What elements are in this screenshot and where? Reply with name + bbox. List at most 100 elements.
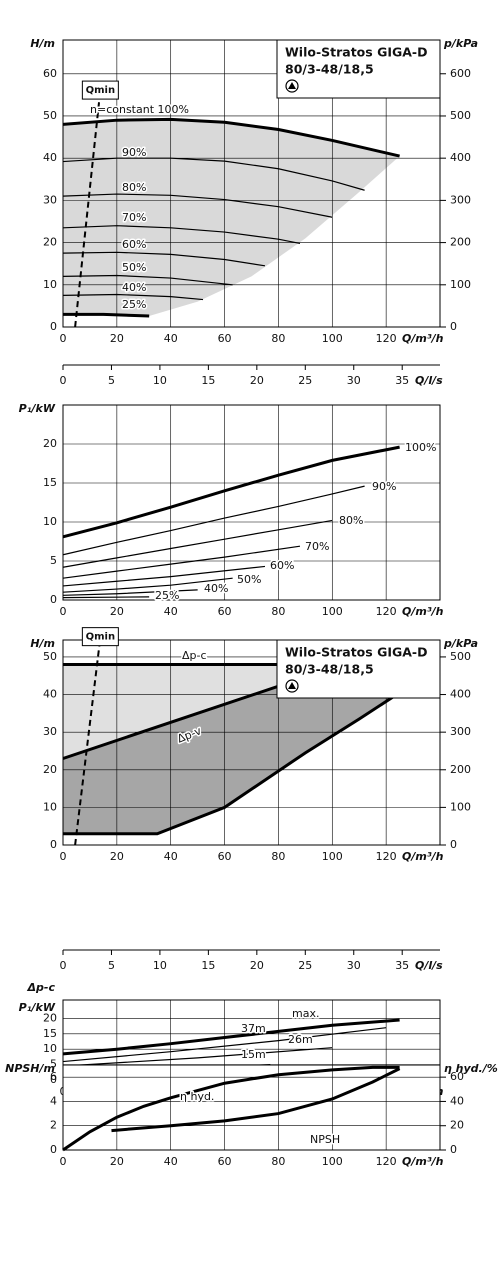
series-label: 80% (122, 181, 146, 194)
qmin-label: Qmin (86, 632, 115, 643)
x-tick-label: 120 (376, 1155, 397, 1168)
series-line (63, 312, 150, 318)
qmin-label: Qmin (86, 85, 115, 96)
series-line (62, 519, 333, 568)
x-tick-label: 60 (218, 850, 232, 863)
series-line (62, 545, 301, 579)
y2-tick-label: 20 (450, 1119, 464, 1132)
x-tick-label: 40 (164, 850, 178, 863)
x-tick-label: 20 (110, 605, 124, 618)
x-tick-label: 5 (108, 374, 115, 387)
x-tick-label: 80 (271, 1155, 285, 1168)
y2-tick-label: 40 (450, 1094, 464, 1107)
series-label: Δp-c (182, 649, 207, 662)
series-label: 90% (122, 146, 146, 159)
y-tick-label: 0 (50, 1073, 57, 1086)
x-tick-label: 120 (376, 332, 397, 345)
series-label: 70% (305, 540, 329, 553)
pump-symbol (288, 682, 296, 689)
x-label-bg (400, 1154, 458, 1170)
series-label: 60% (270, 559, 294, 572)
title-box (276, 39, 441, 99)
y-tick-label: 30 (43, 193, 57, 206)
x-tick-label: 100 (322, 605, 343, 618)
series-line (62, 157, 365, 191)
x-tick-label: 10 (153, 374, 167, 387)
plot-frame (62, 39, 441, 328)
x-tick-label: 25 (298, 374, 312, 387)
series-line (62, 589, 198, 596)
series-line (62, 445, 400, 539)
plot-frame (62, 404, 441, 601)
y2-axis-label: p/kPa (443, 37, 478, 50)
x-tick-label: 0 (60, 850, 67, 863)
x-tick-label: 80 (271, 850, 285, 863)
y-tick-label: 40 (43, 151, 57, 164)
y2-tick-label: 0 (450, 1143, 457, 1156)
y-axis-label: P₁/kW (19, 402, 56, 415)
chart-title: Wilo-Stratos GIGA-D (285, 45, 427, 60)
y2-tick-label: 400 (450, 151, 471, 164)
x-tick-label: 15 (201, 959, 215, 972)
series-line (62, 193, 333, 218)
y-tick-label: 10 (43, 278, 57, 291)
chart-subtitle: 80/3-48/18,5 (285, 62, 374, 77)
y2-tick-label: 200 (450, 236, 471, 249)
series-label: 26m (288, 1033, 313, 1046)
series-label: 40% (204, 582, 228, 595)
series-line (62, 1027, 387, 1063)
series-label: 37m (241, 1022, 266, 1035)
series-line (62, 1047, 333, 1067)
chart-subtitle: 80/3-48/18,5 (285, 662, 374, 677)
series-label: 40% (122, 281, 146, 294)
y-tick-label: 0 (50, 1143, 57, 1156)
plot-frame (62, 639, 441, 846)
y2-tick-label: 500 (450, 109, 471, 122)
region (63, 119, 400, 317)
y-tick-label: 60 (43, 67, 57, 80)
y-tick-label: 6 (50, 1070, 57, 1083)
qmin-line (74, 645, 101, 846)
x-tick-label: 120 (376, 850, 397, 863)
x-tick-label: 0 (60, 605, 67, 618)
x-tick-label: 0 (60, 959, 67, 972)
series-label: 15m (241, 1048, 266, 1061)
x-tick-label: 0 (60, 332, 67, 345)
x-axis-label: Q/m³/h (402, 850, 444, 863)
series-line (63, 691, 401, 836)
x-tick-label: 80 (271, 605, 285, 618)
y2-tick-label: 500 (450, 650, 471, 663)
y-axis-label: NPSH/m (5, 1062, 55, 1075)
series-line (62, 565, 266, 587)
x-tick-label: 20 (110, 1155, 124, 1168)
series-label: 100% (405, 441, 436, 454)
y-tick-label: 20 (43, 437, 57, 450)
y-tick-label: 0 (50, 320, 57, 333)
x-tick-label: 40 (164, 332, 178, 345)
y2-tick-label: 0 (450, 320, 457, 333)
y-tick-label: 0 (50, 838, 57, 851)
series-line (62, 274, 233, 286)
x-tick-label: 40 (164, 605, 178, 618)
series-line (62, 251, 266, 267)
x-tick-label: 100 (322, 332, 343, 345)
y2-tick-label: 300 (450, 725, 471, 738)
series-line (62, 1018, 400, 1056)
y-tick-label: 5 (50, 1058, 57, 1071)
x-axis-label: Q/m³/h (402, 332, 444, 345)
y2-tick-label: 400 (450, 688, 471, 701)
y-tick-label: 10 (43, 800, 57, 813)
x-tick-label: 30 (347, 374, 361, 387)
x-tick-label: 60 (218, 1155, 232, 1168)
y-tick-label: 2 (50, 1119, 57, 1132)
y2-tick-label: 60 (450, 1070, 464, 1083)
y-tick-label: 20 (43, 763, 57, 776)
series-line (62, 1065, 400, 1152)
series-line (62, 485, 365, 556)
series-line (62, 596, 150, 599)
y-axis-label: H/m (30, 37, 55, 50)
x-tick-label: 100 (322, 1155, 343, 1168)
y-tick-label: 50 (43, 650, 57, 663)
series-label: η hyd. (180, 1090, 214, 1103)
x-tick-label: 15 (201, 374, 215, 387)
